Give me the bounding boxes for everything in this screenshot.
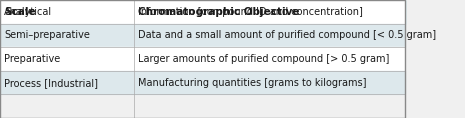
Bar — [0, 0, 405, 24]
Bar — [0, 24, 405, 47]
Text: Manufacturing quantities [grams to kilograms]: Manufacturing quantities [grams to kilog… — [138, 78, 366, 88]
Bar — [0, 0, 405, 24]
Text: Scale: Scale — [4, 7, 36, 17]
Text: Process [Industrial]: Process [Industrial] — [4, 78, 98, 88]
Text: Preparative: Preparative — [4, 54, 60, 64]
Text: Chromatographic Objective: Chromatographic Objective — [138, 7, 299, 17]
Bar — [0, 47, 405, 71]
Text: Information [compound ID and concentration]: Information [compound ID and concentrati… — [138, 7, 363, 17]
Text: Semi–preparative: Semi–preparative — [4, 30, 90, 40]
Text: Analytical: Analytical — [4, 7, 52, 17]
Bar — [0, 71, 405, 94]
Text: Data and a small amount of purified compound [< 0.5 gram]: Data and a small amount of purified comp… — [138, 30, 436, 40]
Text: Larger amounts of purified compound [> 0.5 gram]: Larger amounts of purified compound [> 0… — [138, 54, 389, 64]
